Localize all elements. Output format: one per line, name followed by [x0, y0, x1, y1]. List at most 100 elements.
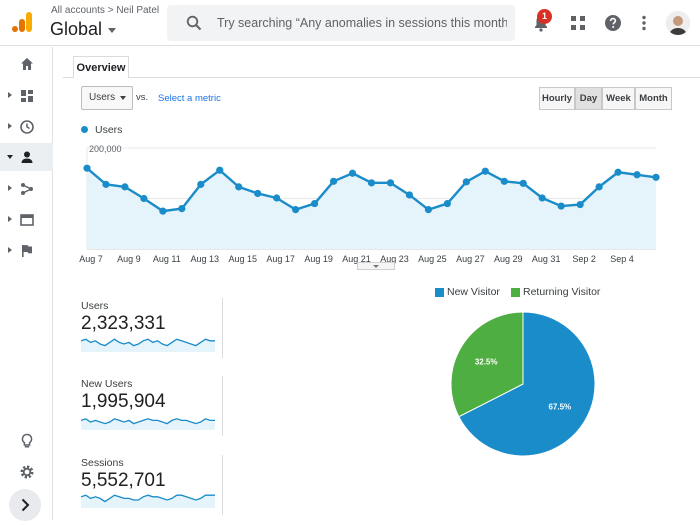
- expand-sidebar-button[interactable]: [9, 489, 41, 521]
- stat-new-users: New Users 1,995,904: [81, 378, 223, 413]
- x-tick-label: Aug 11: [153, 254, 181, 264]
- x-tick-label: Aug 31: [532, 254, 561, 264]
- sidebar-item-realtime[interactable]: [0, 113, 53, 141]
- granularity-week-button[interactable]: Week: [602, 87, 635, 110]
- granularity-day-button[interactable]: Day: [575, 87, 602, 110]
- sidebar-item-acquisition[interactable]: [0, 175, 53, 203]
- data-point: [500, 177, 508, 185]
- stat-users-value: 2,323,331: [81, 313, 166, 334]
- chart-collapse-handle[interactable]: [357, 262, 395, 270]
- sidebar-item-conversions[interactable]: [0, 237, 53, 265]
- sidebar-item-audience[interactable]: [0, 143, 53, 171]
- returning-visitor-legend-swatch: [511, 288, 520, 297]
- data-point: [254, 189, 262, 198]
- pie-slice-label: 32.5%: [475, 357, 498, 366]
- person-icon: [21, 151, 33, 163]
- flag-icon: [22, 245, 32, 257]
- search-box[interactable]: [167, 5, 515, 41]
- analytics-logo[interactable]: [11, 11, 33, 33]
- x-tick-label: Aug 21: [342, 254, 371, 264]
- data-point: [462, 178, 470, 186]
- tab-divider: [63, 77, 700, 78]
- gear-icon[interactable]: [19, 464, 35, 480]
- top-bar: All accounts > Neil Patel Global 1: [0, 0, 700, 46]
- chevron-down-icon: [7, 155, 13, 159]
- data-point: [235, 183, 243, 191]
- caret-down-icon: [108, 27, 117, 33]
- x-tick-label: Aug 19: [304, 254, 333, 264]
- sidebar-item-behavior[interactable]: [0, 206, 53, 234]
- data-point: [292, 206, 300, 214]
- sidebar-item-home[interactable]: [0, 50, 53, 78]
- chevron-right-icon: [8, 123, 12, 129]
- data-point: [197, 180, 205, 188]
- account-name: Global: [50, 19, 103, 39]
- chevron-right-icon: [21, 498, 30, 512]
- caret-down-icon: [120, 96, 126, 100]
- search-input[interactable]: [217, 5, 507, 41]
- users-legend-label: Users: [95, 124, 123, 136]
- sidebar-item-customization[interactable]: [0, 82, 53, 110]
- sparkline-area: [81, 339, 215, 352]
- pie-slice-label: 67.5%: [548, 403, 571, 412]
- behavior-icon: [20, 214, 34, 226]
- stat-new-users-sparkline: [81, 418, 215, 430]
- more-vert-icon[interactable]: [634, 13, 654, 33]
- data-point: [576, 200, 584, 209]
- sparkline-line: [81, 338, 215, 347]
- x-tick-label: Aug 25: [418, 254, 447, 264]
- select-metric-link[interactable]: Select a metric: [158, 93, 221, 104]
- y-tick-label: 200,000: [89, 144, 122, 154]
- notification-badge: 1: [537, 9, 552, 24]
- avatar[interactable]: [666, 11, 690, 35]
- lightbulb-icon[interactable]: [19, 433, 35, 449]
- data-point: [443, 199, 451, 208]
- sparkline-line: [81, 418, 215, 425]
- chevron-right-icon: [8, 216, 12, 222]
- tab-overview[interactable]: Overview: [73, 56, 129, 78]
- x-tick-label: Aug 15: [228, 254, 257, 264]
- sparkline-area: [81, 495, 215, 508]
- stat-new-users-label: New Users: [81, 378, 133, 390]
- granularity-month-button[interactable]: Month: [635, 87, 672, 110]
- stat-sessions-sparkline: [81, 494, 215, 508]
- new-visitor-legend-swatch: [435, 288, 444, 297]
- vs-label: vs.: [136, 92, 149, 103]
- stat-new-users-value: 1,995,904: [81, 391, 166, 412]
- new-visitor-legend-label: New Visitor: [447, 286, 500, 298]
- x-tick-label: Aug 17: [266, 254, 295, 264]
- apps-grid-icon[interactable]: [568, 13, 588, 33]
- account-selector[interactable]: Global: [50, 19, 117, 40]
- help-icon[interactable]: [603, 13, 623, 33]
- data-point: [102, 180, 110, 188]
- dashboard-icon: [21, 90, 33, 102]
- stat-users: Users 2,323,331: [81, 300, 223, 335]
- data-point: [140, 194, 148, 203]
- stat-divider: [222, 376, 223, 436]
- data-point: [367, 179, 376, 187]
- stat-divider: [222, 298, 223, 358]
- series-area: [87, 168, 656, 249]
- data-point: [595, 183, 603, 191]
- clock-icon: [20, 120, 34, 134]
- x-tick-label: Aug 9: [117, 254, 141, 264]
- sparkline-area: [81, 418, 215, 430]
- data-point: [652, 173, 660, 181]
- metric-dropdown[interactable]: Users: [81, 86, 133, 110]
- stat-users-label: Users: [81, 300, 109, 312]
- stat-sessions: Sessions 5,552,701: [81, 457, 223, 492]
- data-point: [83, 164, 91, 172]
- x-tick-label: Sep 4: [610, 254, 634, 264]
- stat-divider: [222, 455, 223, 515]
- data-point: [121, 183, 129, 191]
- stat-users-sparkline: [81, 338, 215, 352]
- account-breadcrumb[interactable]: All accounts > Neil Patel: [51, 5, 160, 16]
- home-icon: [21, 58, 33, 70]
- data-point: [424, 206, 432, 214]
- granularity-hourly-button[interactable]: Hourly: [539, 87, 575, 110]
- stat-sessions-label: Sessions: [81, 457, 124, 469]
- chevron-right-icon: [8, 185, 12, 191]
- visitor-pie-chart[interactable]: 67.5% 32.5%: [447, 308, 599, 460]
- data-point: [159, 207, 167, 215]
